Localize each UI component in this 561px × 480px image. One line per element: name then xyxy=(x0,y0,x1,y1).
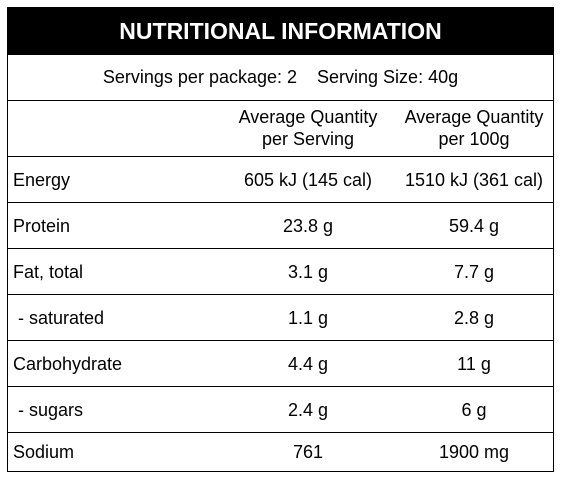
nutrition-panel: NUTRITIONAL INFORMATION Servings per pac… xyxy=(7,7,554,472)
nutrient-label: - sugars xyxy=(13,399,84,420)
serving-size: Serving Size: 40g xyxy=(317,67,459,87)
per-serving-value: 761 xyxy=(292,441,324,462)
per-100g-value: 2.8 g xyxy=(453,307,495,328)
nutrient-row-carbohydrate: Carbohydrate 4.4 g 11 g xyxy=(8,341,553,387)
per-100g-value: 59.4 g xyxy=(448,215,500,236)
per-100g-value: 6 g xyxy=(461,399,487,420)
column-header-row: Average Quantity per Serving Average Qua… xyxy=(8,101,553,157)
column-header-line: Average Quantity xyxy=(238,107,378,127)
per-serving-value: 1.1 g xyxy=(287,307,329,328)
servings-per-package: Servings per package: 2 xyxy=(102,67,298,87)
nutrient-label: Sodium xyxy=(13,441,75,462)
nutrient-row-protein: Protein 23.8 g 59.4 g xyxy=(8,203,553,249)
column-header-per-100g: Average Quantity per 100g xyxy=(393,106,555,150)
nutrient-label: Carbohydrate xyxy=(13,353,123,374)
per-100g-value: 1900 mg xyxy=(438,441,510,462)
column-header-line: per 100g xyxy=(438,129,510,149)
nutrient-row-energy: Energy 605 kJ (145 cal) 1510 kJ (361 cal… xyxy=(8,157,553,203)
per-serving-value: 23.8 g xyxy=(282,215,334,236)
servings-info: Servings per package: 2 Serving Size: 40… xyxy=(8,55,553,101)
nutrient-row-fat-total: Fat, total 3.1 g 7.7 g xyxy=(8,249,553,295)
nutrient-label: Protein xyxy=(13,215,71,236)
panel-title: NUTRITIONAL INFORMATION xyxy=(8,8,553,55)
nutrient-row-sodium: Sodium 761 1900 mg xyxy=(8,433,553,471)
column-header-per-serving: Average Quantity per Serving xyxy=(227,106,389,150)
nutrient-label: Energy xyxy=(13,169,71,190)
per-serving-value: 2.4 g xyxy=(287,399,329,420)
column-header-line: Average Quantity xyxy=(404,107,544,127)
per-100g-value: 11 g xyxy=(457,353,491,374)
nutrient-row-saturated: - saturated 1.1 g 2.8 g xyxy=(8,295,553,341)
column-header-line: per Serving xyxy=(261,129,355,149)
per-serving-value: 3.1 g xyxy=(287,261,329,282)
nutrient-row-sugars: - sugars 2.4 g 6 g xyxy=(8,387,553,433)
per-serving-value: 605 kJ (145 cal) xyxy=(243,169,373,190)
nutrient-label: - saturated xyxy=(13,307,105,328)
per-serving-value: 4.4 g xyxy=(287,353,329,374)
per-100g-value: 7.7 g xyxy=(453,261,495,282)
nutrient-label: Fat, total xyxy=(13,261,84,282)
per-100g-value: 1510 kJ (361 cal) xyxy=(404,169,544,190)
